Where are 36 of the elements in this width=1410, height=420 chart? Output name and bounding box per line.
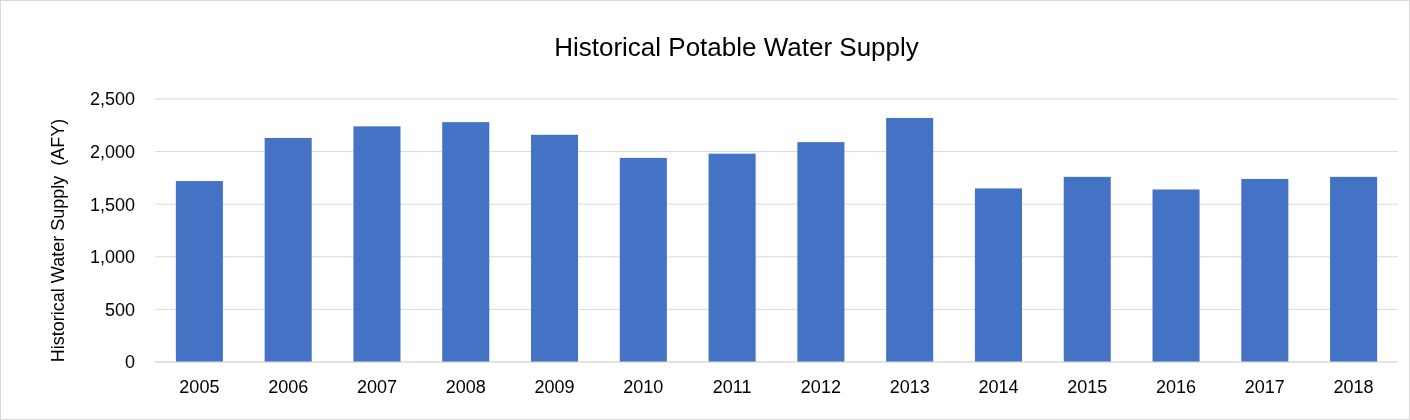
bar: [886, 117, 934, 362]
bar: [619, 157, 667, 362]
bar: [708, 153, 756, 362]
x-tick-label: 2010: [623, 377, 664, 397]
bar: [797, 142, 845, 362]
bar: [1330, 176, 1378, 362]
y-tick-label: 500: [104, 299, 135, 320]
bar: [442, 122, 490, 362]
bar: [1152, 189, 1200, 362]
bar: [353, 126, 401, 362]
y-tick-label: 1,500: [89, 194, 135, 215]
x-tick-label: 2009: [534, 377, 575, 397]
bar: [531, 134, 579, 362]
x-tick-label: 2012: [800, 377, 841, 397]
chart-title: Historical Potable Water Supply: [554, 32, 919, 62]
x-tick-label: 2013: [889, 377, 930, 397]
bar: [1241, 178, 1289, 362]
x-tick-label: 2017: [1244, 377, 1285, 397]
y-tick-label: 2,500: [89, 89, 135, 110]
y-axis-title: Historical Water Supply (AFY): [48, 118, 68, 363]
x-tick-label: 2016: [1156, 377, 1197, 397]
y-tick-label: 0: [124, 352, 135, 373]
y-tick-label: 2,000: [89, 141, 135, 162]
bar: [1063, 176, 1111, 362]
x-tick-label: 2005: [179, 377, 220, 397]
bar: [974, 188, 1022, 362]
x-tick-label: 2008: [445, 377, 486, 397]
bar: [264, 137, 312, 362]
x-tick-label: 2011: [712, 377, 752, 397]
x-tick-label: 2006: [268, 377, 309, 397]
x-tick-label: 2015: [1067, 377, 1108, 397]
bar: [175, 181, 223, 362]
y-tick-label: 1,000: [89, 247, 135, 268]
x-tick-label: 2007: [356, 377, 397, 397]
x-tick-label: 2018: [1333, 377, 1374, 397]
x-tick-label: 2014: [978, 377, 1019, 397]
